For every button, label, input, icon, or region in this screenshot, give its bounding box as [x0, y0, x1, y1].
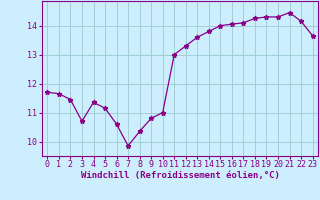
X-axis label: Windchill (Refroidissement éolien,°C): Windchill (Refroidissement éolien,°C): [81, 171, 279, 180]
